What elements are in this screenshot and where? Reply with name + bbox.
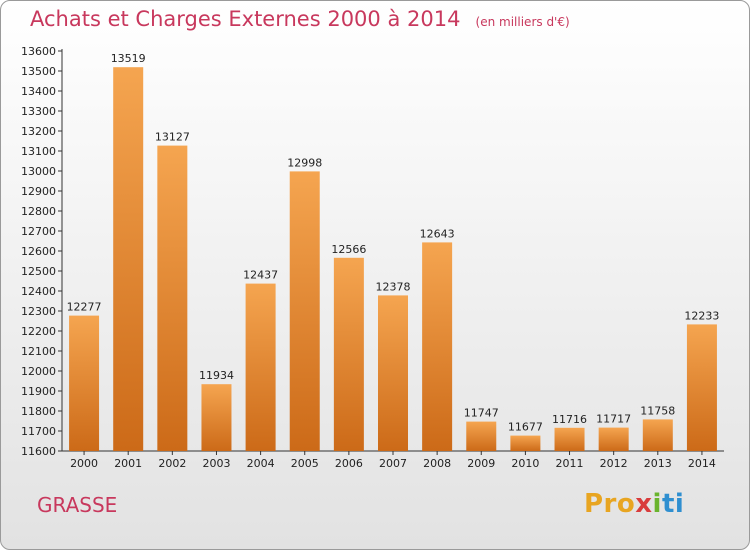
y-tick-label: 13400 xyxy=(21,85,56,98)
x-tick-label: 2006 xyxy=(335,457,363,470)
x-tick-label: 2008 xyxy=(423,457,451,470)
bar-value-label: 13519 xyxy=(111,52,146,65)
x-tick-label: 2001 xyxy=(114,457,142,470)
chart-unit: (en milliers d'€) xyxy=(475,15,570,29)
y-tick-label: 11600 xyxy=(21,445,56,458)
y-tick-label: 13100 xyxy=(21,145,56,158)
bar-value-label: 11934 xyxy=(199,369,234,382)
y-tick-label: 11900 xyxy=(21,385,56,398)
bar xyxy=(157,145,188,451)
y-tick-label: 12600 xyxy=(21,245,56,258)
city-name: GRASSE xyxy=(37,493,118,517)
y-tick-label: 12400 xyxy=(21,285,56,298)
bar-value-label: 12437 xyxy=(243,269,278,282)
bar xyxy=(201,384,232,451)
bar-value-label: 12998 xyxy=(287,156,322,169)
x-tick-label: 2014 xyxy=(688,457,716,470)
x-tick-label: 2011 xyxy=(556,457,584,470)
bar-value-label: 13127 xyxy=(155,131,190,144)
y-tick-label: 13200 xyxy=(21,125,56,138)
bar-value-label: 12566 xyxy=(331,243,366,256)
bar xyxy=(289,171,320,451)
bar-value-label: 12277 xyxy=(67,301,102,314)
bar-value-label: 11747 xyxy=(464,407,499,420)
proxiti-logo[interactable]: Proxiti xyxy=(584,489,685,519)
bar-value-label: 11716 xyxy=(552,413,587,426)
bar xyxy=(245,283,276,451)
bar-value-label: 11717 xyxy=(596,413,631,426)
x-tick-label: 2002 xyxy=(158,457,186,470)
bar xyxy=(510,435,541,451)
bar xyxy=(554,427,585,451)
x-tick-label: 2012 xyxy=(600,457,628,470)
bar xyxy=(686,324,717,451)
x-tick-label: 2005 xyxy=(291,457,319,470)
bar xyxy=(113,67,144,451)
x-tick-label: 2009 xyxy=(467,457,495,470)
y-tick-label: 12700 xyxy=(21,225,56,238)
y-tick-label: 13000 xyxy=(21,165,56,178)
y-tick-label: 11700 xyxy=(21,425,56,438)
bar xyxy=(642,419,673,451)
y-tick-label: 12900 xyxy=(21,185,56,198)
x-tick-label: 2003 xyxy=(202,457,230,470)
bar xyxy=(333,257,364,451)
title-row: Achats et Charges Externes 2000 à 2014 (… xyxy=(30,7,570,31)
x-tick-label: 2000 xyxy=(70,457,98,470)
bar xyxy=(598,427,629,451)
y-tick-label: 12500 xyxy=(21,265,56,278)
bar-value-label: 11677 xyxy=(508,421,543,434)
y-tick-label: 13600 xyxy=(21,45,56,58)
chart-title: Achats et Charges Externes 2000 à 2014 xyxy=(30,7,461,31)
x-tick-label: 2004 xyxy=(247,457,275,470)
x-tick-label: 2013 xyxy=(644,457,672,470)
bar xyxy=(466,421,497,451)
bar xyxy=(422,242,453,451)
y-tick-label: 13500 xyxy=(21,65,56,78)
y-tick-label: 11800 xyxy=(21,405,56,418)
bar xyxy=(69,315,100,451)
y-tick-label: 12000 xyxy=(21,365,56,378)
bar-value-label: 12378 xyxy=(376,280,411,293)
x-tick-label: 2007 xyxy=(379,457,407,470)
bar-value-label: 11758 xyxy=(640,404,675,417)
y-tick-label: 12100 xyxy=(21,345,56,358)
y-tick-label: 13300 xyxy=(21,105,56,118)
bar-value-label: 12643 xyxy=(420,227,455,240)
x-tick-label: 2010 xyxy=(511,457,539,470)
y-tick-label: 12200 xyxy=(21,325,56,338)
y-tick-label: 12300 xyxy=(21,305,56,318)
y-tick-label: 12800 xyxy=(21,205,56,218)
bar-value-label: 12233 xyxy=(684,309,719,322)
bar xyxy=(378,295,408,451)
